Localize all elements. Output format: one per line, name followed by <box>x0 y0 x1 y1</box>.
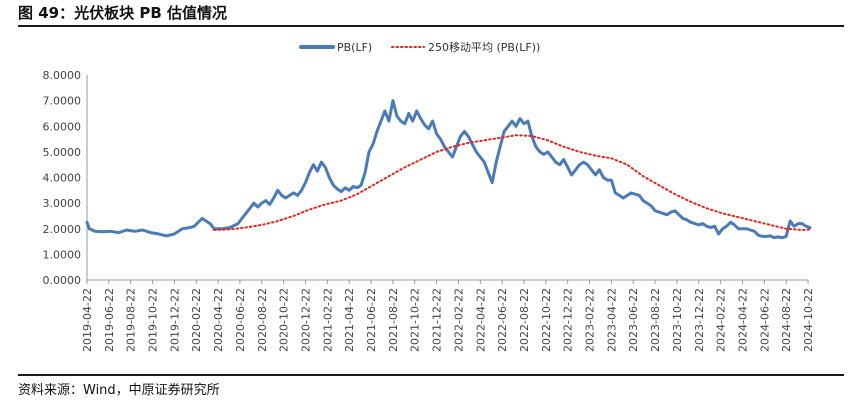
x-tick-label: 2020-04-22 <box>212 288 225 352</box>
x-tick-label: 2024-02-22 <box>715 288 728 352</box>
y-tick-label: 4.0000 <box>43 172 82 185</box>
x-tick-label: 2022-06-22 <box>496 288 509 352</box>
x-tick-label: 2019-04-22 <box>81 288 94 352</box>
x-tick-label: 2021-02-22 <box>321 288 334 352</box>
plot-area <box>85 99 812 240</box>
y-tick-label: 6.0000 <box>43 120 82 133</box>
y-axis: 8.0000 7.0000 6.0000 5.0000 4.0000 3.0000 2.00… <box>43 69 88 287</box>
y-tick-label: 0.0000 <box>43 274 82 287</box>
x-tick-label: 2023-06-22 <box>627 288 640 352</box>
x-tick-label: 2022-08-22 <box>518 288 531 352</box>
x-tick-label: 2021-06-22 <box>365 288 378 352</box>
x-tick-label: 2021-10-22 <box>409 288 422 352</box>
x-tick-label: 2019-12-22 <box>168 288 181 352</box>
x-tick-label: 2023-12-22 <box>693 288 706 352</box>
x-axis: 2019-04-22 2019-06-22 2019-08-22 2019-10-22… <box>81 279 815 352</box>
series-moving-average-line <box>213 134 811 231</box>
x-tick-label: 2019-10-22 <box>147 288 160 352</box>
y-tick-label: 1.0000 <box>43 248 82 261</box>
series-pb-line <box>85 99 812 240</box>
x-tick-label: 2020-02-22 <box>190 288 203 352</box>
top-rule <box>18 25 844 27</box>
x-tick-label: 2020-08-22 <box>256 288 269 352</box>
x-tick-label: 2022-04-22 <box>474 288 487 352</box>
legend-label: 250移动平均 (PB(LF)) <box>428 41 540 54</box>
x-tick-label: 2020-12-22 <box>299 288 312 352</box>
x-tick-label: 2021-08-22 <box>387 288 400 352</box>
x-tick-label: 2020-10-22 <box>278 288 291 352</box>
y-tick-label: 5.0000 <box>43 146 82 159</box>
x-tick-label: 2024-06-22 <box>758 288 771 352</box>
x-tick-label: 2024-08-22 <box>780 288 793 352</box>
x-tick-label: 2023-10-22 <box>671 288 684 352</box>
figure-title: 图 49：光伏板块 PB 估值情况 <box>18 4 227 22</box>
x-tick-label: 2023-04-22 <box>605 288 618 352</box>
chart-legend: PB(LF) 250移动平均 (PB(LF)) <box>299 41 540 54</box>
x-tick-label: 2020-06-22 <box>234 288 247 352</box>
x-tick-label: 2023-02-22 <box>584 288 597 352</box>
y-tick-label: 8.0000 <box>43 69 82 82</box>
x-tick-label: 2023-08-22 <box>649 288 662 352</box>
x-tick-label: 2021-12-22 <box>431 288 444 352</box>
x-tick-label: 2019-06-22 <box>103 288 116 352</box>
source-note: 资料来源：Wind，中原证券研究所 <box>18 383 220 398</box>
x-tick-label: 2022-02-22 <box>452 288 465 352</box>
x-tick-label: 2021-04-22 <box>343 288 356 352</box>
y-tick-label: 7.0000 <box>43 95 82 108</box>
x-tick-label: 2022-10-22 <box>540 288 553 352</box>
legend-label: PB(LF) <box>337 41 372 54</box>
y-tick-label: 2.0000 <box>43 223 82 236</box>
x-tick-label: 2022-12-22 <box>562 288 575 352</box>
x-tick-label: 2019-08-22 <box>125 288 138 352</box>
x-tick-label: 2024-10-22 <box>802 288 815 352</box>
x-tick-label: 2024-04-22 <box>736 288 749 352</box>
bottom-rule <box>18 374 844 376</box>
y-tick-label: 3.0000 <box>43 197 82 210</box>
